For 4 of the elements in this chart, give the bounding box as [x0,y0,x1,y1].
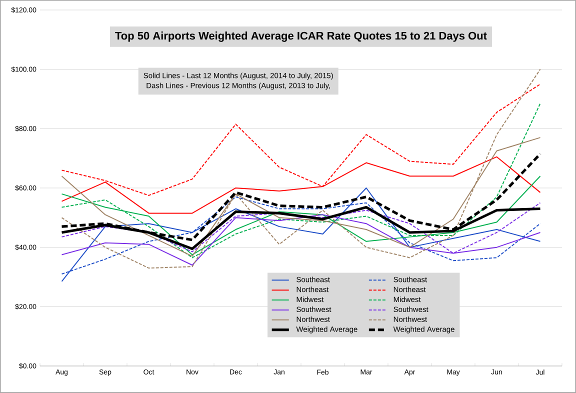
line-series [61,187,541,282]
line-series [61,102,541,258]
text: Top 50 Airports Weighted Average ICAR Rate Quotes 15 to 21 Days Out [115,32,487,42]
line-series [61,68,541,269]
